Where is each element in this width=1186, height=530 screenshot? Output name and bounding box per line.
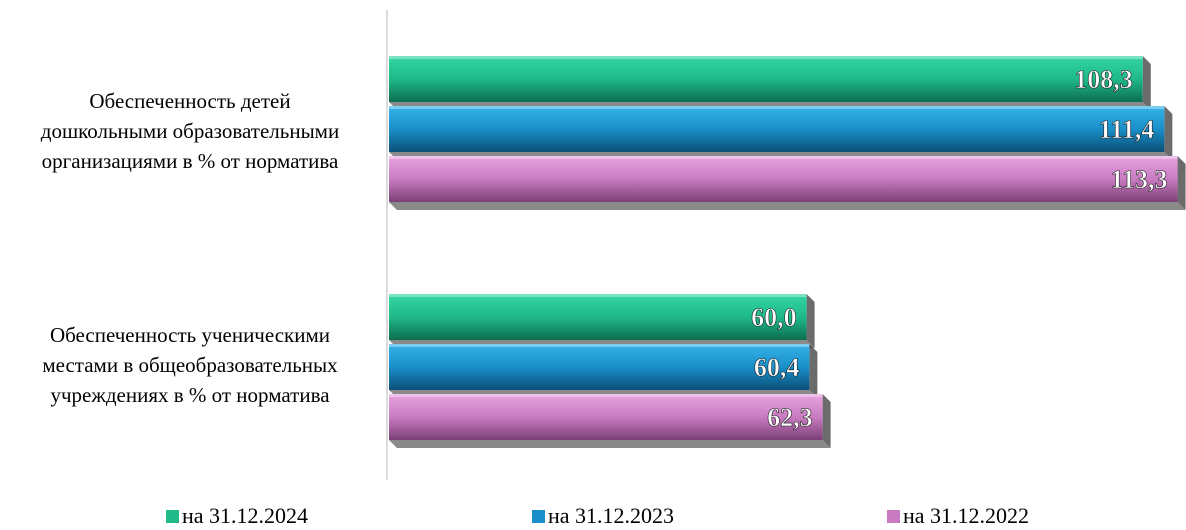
legend-label-2024: на 31.12.2024	[182, 503, 309, 528]
data-label-1-series-1: 108,3	[1074, 65, 1133, 94]
category-label-line: учреждениях в % от норматива	[50, 383, 330, 407]
bar-2-series-3	[389, 394, 831, 448]
category-label-line: Обеспеченность детей	[89, 89, 291, 113]
legend-item-2022: на 31.12.2022	[887, 503, 1029, 529]
data-label-2-series-2: 60,4	[754, 353, 800, 382]
bar-1-series-1	[389, 56, 1151, 110]
category-label-1: Обеспеченность детей дошкольными образова…	[0, 86, 380, 176]
data-label-2-series-1: 60,0	[751, 303, 797, 332]
legend: на 31.12.2024 на 31.12.2023 на 31.12.202…	[0, 503, 1186, 530]
data-label-1-series-3: 113,3	[1110, 165, 1167, 194]
legend-label-2023: на 31.12.2023	[548, 503, 675, 528]
category-label-line: организациями в % от норматива	[41, 149, 339, 173]
legend-swatch-2023	[532, 509, 545, 523]
category-label-line: местами в общеобразовательных	[42, 353, 338, 377]
legend-swatch-2024	[166, 509, 179, 523]
category-label-line: Обеспеченность ученическими	[49, 323, 331, 347]
bar-chart: 108,3 111,4 113,3 60,0 60,4 62,3	[386, 10, 1186, 480]
data-label-1-series-2: 111,4	[1099, 115, 1155, 144]
legend-label-2022: на 31.12.2022	[903, 503, 1030, 528]
data-label-2-series-3: 62,3	[767, 403, 813, 432]
legend-swatch-2022	[887, 509, 900, 523]
legend-item-2024: на 31.12.2024	[166, 503, 308, 529]
bar-1-series-3	[389, 156, 1186, 210]
category-label-line: дошкольными образовательными	[40, 119, 340, 143]
category-label-2: Обеспеченность ученическими местами в общ…	[0, 320, 380, 410]
bar-1-series-2	[389, 106, 1173, 160]
legend-item-2023: на 31.12.2023	[532, 503, 674, 529]
